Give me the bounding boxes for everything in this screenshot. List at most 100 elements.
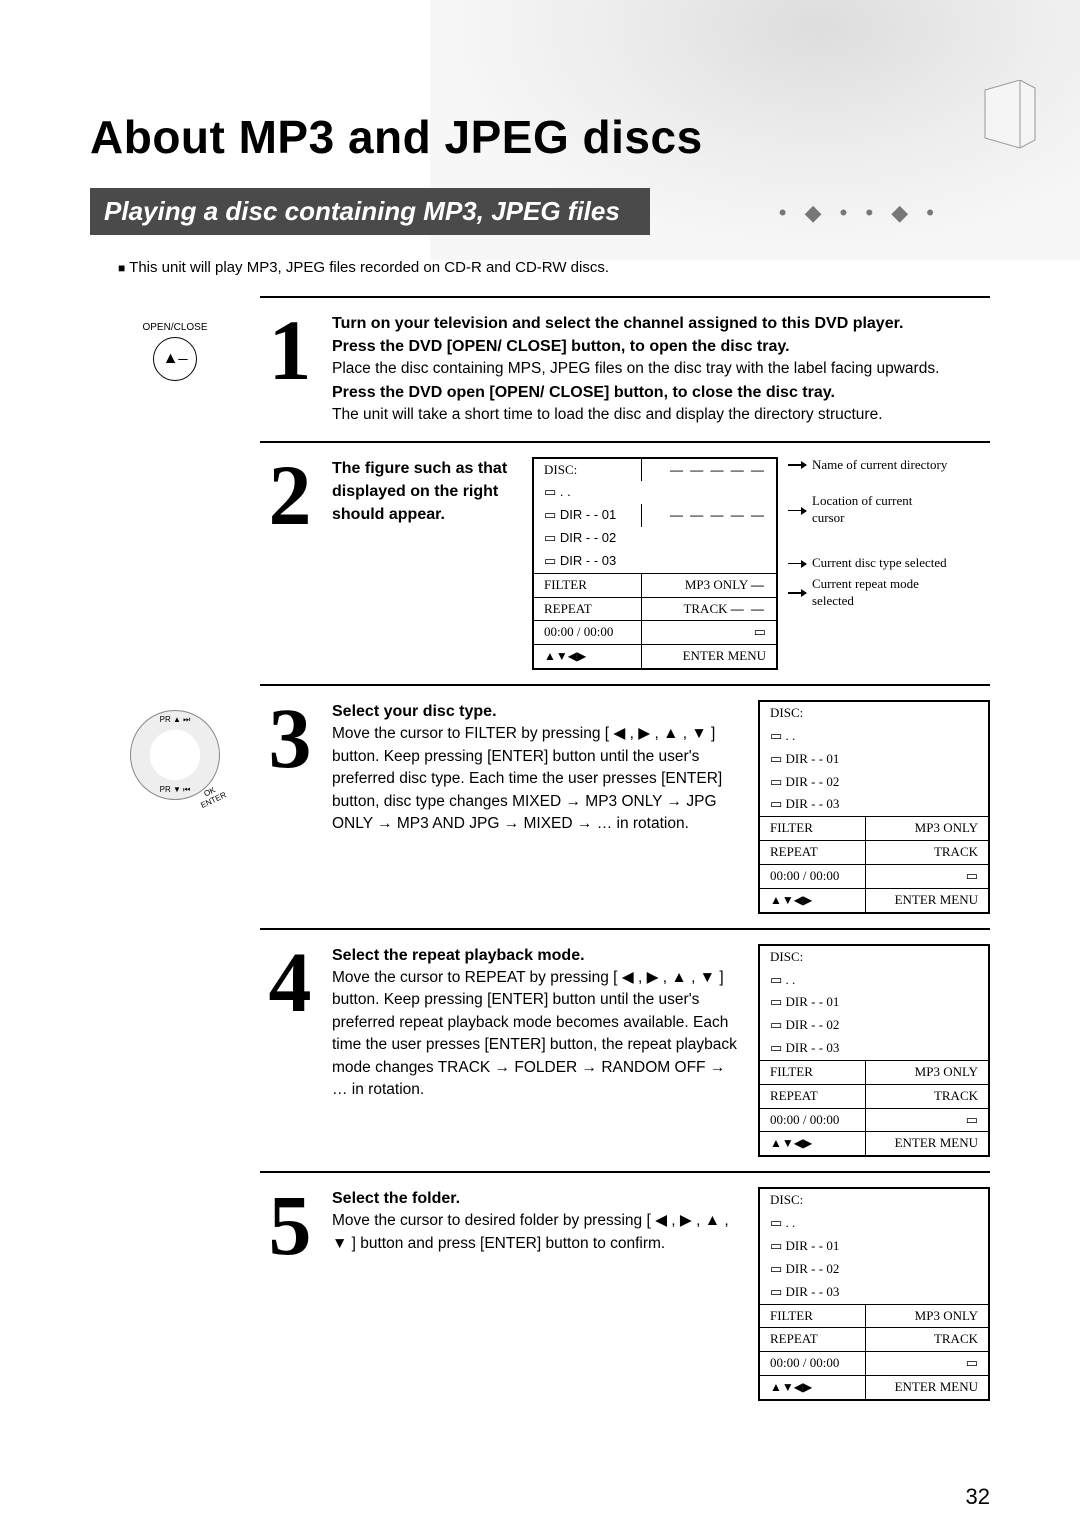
- osd-filter-label: FILTER: [544, 577, 587, 592]
- osd-screenshot-4: DISC: ▭ . . ▭ DIR - - 01 ▭ DIR - - 02 ▭ …: [758, 944, 990, 1158]
- step1-t2: Press the DVD [OPEN/ CLOSE] button, to o…: [332, 335, 990, 358]
- step2-left: [90, 457, 260, 671]
- step-5: 5 Select the folder. Move the cursor to …: [90, 1187, 990, 1401]
- step-4: 4 Select the repeat playback mode. Move …: [90, 944, 990, 1158]
- osd-repeat-val: TRACK: [683, 601, 727, 616]
- osd-repeat-val: TRACK: [934, 844, 978, 859]
- osd-screenshot-3: DISC: ▭ . . ▭ DIR - - 01 ▭ DIR - - 02 ▭ …: [758, 700, 990, 914]
- ann-repeat: Current repeat mode selected: [812, 576, 948, 610]
- osd-enter: ENTER MENU: [895, 1379, 978, 1394]
- osd-up-dir: ▭ . .: [544, 484, 571, 499]
- osd-repeat-label: REPEAT: [544, 601, 592, 616]
- osd-time: 00:00 / 00:00: [770, 868, 839, 883]
- osd-repeat-label: REPEAT: [770, 1331, 818, 1346]
- osd-dir1: ▭ DIR - - 01: [770, 751, 839, 766]
- step-1: OPEN/CLOSE ▲_ 1 Turn on your television …: [90, 312, 990, 427]
- step1-body: Turn on your television and select the c…: [332, 312, 990, 427]
- divider: [260, 296, 990, 298]
- step-number-2: 2: [260, 457, 320, 671]
- osd-dir1: ▭ DIR - - 01: [770, 994, 839, 1009]
- page-title: About MP3 and JPEG discs: [90, 110, 990, 164]
- divider: [260, 441, 990, 443]
- osd-dir2: ▭ DIR - - 02: [770, 1017, 839, 1032]
- osd-dir2: ▭ DIR - - 02: [770, 1261, 839, 1276]
- step-3: PR ▲ ⏭ PR ▼ ⏮ OKENTER 3 Select your disc…: [90, 700, 990, 914]
- step5-body: Move the cursor to desired folder by pre…: [332, 1210, 740, 1255]
- step3-body: Move the cursor to FILTER by pressing [ …: [332, 723, 740, 835]
- step-number-1: 1: [260, 312, 320, 427]
- ann-cursor: Location of current cursor: [812, 493, 948, 527]
- intro-body: This unit will play MP3, JPEG files reco…: [129, 259, 609, 276]
- osd-enter: ENTER MENU: [895, 1135, 978, 1150]
- osd-dir3: ▭ DIR - - 03: [770, 796, 839, 811]
- osd-nav-icons: ▲▼◀▶: [770, 1136, 812, 1150]
- step-number-5: 5: [260, 1187, 320, 1401]
- step1-t1: Turn on your television and select the c…: [332, 312, 990, 335]
- osd-up-dir: ▭ . .: [770, 972, 795, 987]
- osd-dir3: ▭ DIR - - 03: [770, 1284, 839, 1299]
- osd-up-dir: ▭ . .: [770, 1215, 795, 1230]
- osd-filter-val: MP3 ONLY: [915, 820, 978, 835]
- osd-repeat-val: TRACK: [934, 1088, 978, 1103]
- osd-repeat-label: REPEAT: [770, 844, 818, 859]
- osd-filter-val: MP3 ONLY: [915, 1064, 978, 1079]
- step5-left: [90, 1187, 260, 1401]
- nav-pad-diagram: PR ▲ ⏭ PR ▼ ⏮ OKENTER: [90, 700, 260, 914]
- osd-filter-label: FILTER: [770, 1064, 813, 1079]
- osd-enter: ENTER MENU: [683, 648, 766, 663]
- osd-time: 00:00 / 00:00: [770, 1355, 839, 1370]
- osd-screenshot-5: DISC: ▭ . . ▭ DIR - - 01 ▭ DIR - - 02 ▭ …: [758, 1187, 990, 1401]
- osd-repeat-label: REPEAT: [770, 1088, 818, 1103]
- osd-filter-val: MP3 ONLY: [915, 1308, 978, 1323]
- page-number: 32: [966, 1484, 990, 1510]
- osd-time: 00:00 / 00:00: [770, 1112, 839, 1127]
- osd-disc-label: DISC:: [544, 462, 577, 477]
- intro-text: ■ This unit will play MP3, JPEG files re…: [118, 259, 990, 276]
- osd-time: 00:00 / 00:00: [544, 624, 613, 639]
- ann-directory: Name of current directory: [812, 457, 947, 474]
- osd-nav-icons: ▲▼◀▶: [770, 893, 812, 907]
- osd-annotations: Name of current directory Location of cu…: [788, 457, 948, 614]
- osd-enter: ENTER MENU: [895, 892, 978, 907]
- step5-heading: Select the folder.: [332, 1187, 740, 1210]
- step4-heading: Select the repeat playback mode.: [332, 944, 740, 967]
- osd-dir2: ▭ DIR - - 02: [770, 774, 839, 789]
- step-number-3: 3: [260, 700, 320, 914]
- step2-heading: The figure such as that displayed on the…: [332, 457, 522, 527]
- osd-stop-icon: ▭: [966, 1355, 978, 1370]
- section-subtitle: Playing a disc containing MP3, JPEG file…: [90, 188, 650, 235]
- osd-up-dir: ▭ . .: [770, 728, 795, 743]
- osd-dir1: ▭ DIR - - 01: [544, 507, 616, 522]
- step-number-4: 4: [260, 944, 320, 1158]
- step1-t4: Press the DVD open [OPEN/ CLOSE] button,…: [332, 381, 990, 404]
- osd-filter-label: FILTER: [770, 1308, 813, 1323]
- osd-disc-label: DISC:: [770, 1192, 803, 1207]
- divider: [260, 1171, 990, 1173]
- osd-stop-icon: ▭: [966, 1112, 978, 1127]
- osd-dir1: ▭ DIR - - 01: [770, 1238, 839, 1253]
- open-close-diagram: OPEN/CLOSE ▲_: [90, 312, 260, 427]
- osd-nav-icons: ▲▼◀▶: [770, 1380, 812, 1394]
- osd-dir3: ▭ DIR - - 03: [544, 553, 616, 568]
- step1-t3: Place the disc containing MPS, JPEG file…: [332, 358, 990, 380]
- step4-body: Move the cursor to REPEAT by pressing [ …: [332, 967, 740, 1102]
- osd-repeat-val: TRACK: [934, 1331, 978, 1346]
- osd-filter-val: MP3 ONLY: [685, 577, 748, 592]
- divider: [260, 684, 990, 686]
- osd-disc-label: DISC:: [770, 949, 803, 964]
- eject-button-icon: ▲_: [153, 337, 197, 381]
- osd-stop-icon: ▭: [966, 868, 978, 883]
- osd-stop-icon: ▭: [754, 624, 766, 639]
- ann-disctype: Current disc type selected: [812, 555, 947, 572]
- osd-disc-label: DISC:: [770, 705, 803, 720]
- open-close-label: OPEN/CLOSE: [90, 322, 260, 333]
- osd-dir3: ▭ DIR - - 03: [770, 1040, 839, 1055]
- step-2: 2 The figure such as that displayed on t…: [90, 457, 990, 671]
- osd-filter-label: FILTER: [770, 820, 813, 835]
- step3-heading: Select your disc type.: [332, 700, 740, 723]
- step4-left: [90, 944, 260, 1158]
- osd-dir2: ▭ DIR - - 02: [544, 530, 616, 545]
- divider: [260, 928, 990, 930]
- osd-nav-icons: ▲▼◀▶: [544, 649, 586, 663]
- osd-screenshot-annotated: DISC:— — — — — ▭ . . ▭ DIR - - 01— — — —…: [532, 457, 778, 671]
